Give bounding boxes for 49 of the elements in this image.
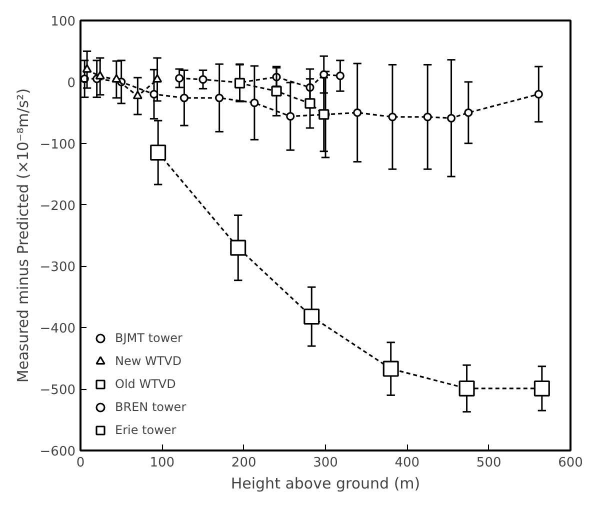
y-tick-label: 0 bbox=[67, 76, 76, 91]
point bbox=[271, 86, 282, 96]
point bbox=[286, 112, 295, 121]
point bbox=[82, 64, 92, 73]
point bbox=[458, 380, 475, 396]
point bbox=[198, 75, 208, 84]
point bbox=[215, 94, 224, 102]
point bbox=[132, 90, 142, 100]
y-tick-label: 100 bbox=[50, 14, 76, 30]
point bbox=[250, 98, 259, 108]
x-tick-label: 400 bbox=[394, 456, 420, 470]
y-tick-label: −300 bbox=[40, 260, 76, 276]
x-tick-label: 600 bbox=[558, 456, 583, 470]
point bbox=[353, 108, 362, 117]
y-tick-label: −100 bbox=[40, 137, 76, 152]
x-tick-label: 200 bbox=[231, 456, 256, 470]
x-tick-label: 300 bbox=[313, 456, 338, 470]
legend-label: BJMT tower bbox=[115, 331, 182, 345]
x-tick-label: 500 bbox=[476, 456, 502, 470]
y-tick-label: −500 bbox=[40, 383, 76, 398]
x-axis-title: Height above ground (m) bbox=[230, 474, 420, 492]
point bbox=[152, 74, 162, 83]
point bbox=[150, 144, 166, 161]
point bbox=[320, 70, 328, 79]
point bbox=[382, 360, 399, 377]
point bbox=[446, 114, 456, 122]
point bbox=[304, 308, 320, 325]
point bbox=[230, 240, 246, 256]
point bbox=[388, 112, 397, 122]
y-tick-label: −400 bbox=[40, 322, 76, 337]
point bbox=[534, 380, 550, 396]
y-tick-label: −200 bbox=[40, 198, 76, 214]
x-tick-label: 100 bbox=[150, 456, 175, 470]
point bbox=[423, 112, 432, 122]
point bbox=[304, 98, 316, 109]
legend-label: New WTVD bbox=[115, 354, 182, 368]
point bbox=[464, 108, 473, 117]
point bbox=[112, 74, 122, 83]
point bbox=[318, 109, 330, 120]
point bbox=[175, 74, 184, 83]
legend-label: BREN tower bbox=[115, 400, 186, 414]
y-axis-title: Measured minus Predicted (×10⁻⁸m/s²) bbox=[14, 88, 32, 383]
point bbox=[336, 71, 344, 80]
point bbox=[534, 90, 543, 99]
legend-label: Old WTVD bbox=[115, 377, 176, 391]
point bbox=[180, 94, 189, 102]
legend-label: Erie tower bbox=[115, 423, 176, 437]
point bbox=[95, 70, 105, 80]
y-tick-label: −600 bbox=[40, 444, 76, 460]
